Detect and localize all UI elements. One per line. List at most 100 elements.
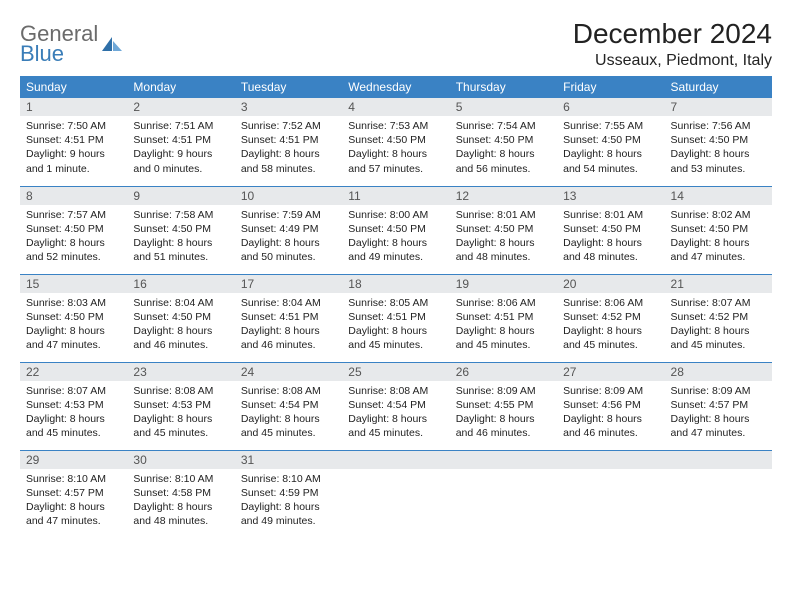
day-number: 26 [450, 363, 557, 381]
day-info: Sunrise: 7:56 AMSunset: 4:50 PMDaylight:… [665, 116, 772, 179]
sunrise-text: Sunrise: 7:55 AM [563, 119, 658, 133]
sunset-text: Sunset: 4:51 PM [241, 310, 336, 324]
sunset-text: Sunset: 4:50 PM [133, 310, 228, 324]
sunrise-text: Sunrise: 7:54 AM [456, 119, 551, 133]
calendar-day: 7Sunrise: 7:56 AMSunset: 4:50 PMDaylight… [665, 98, 772, 186]
calendar-day: 15Sunrise: 8:03 AMSunset: 4:50 PMDayligh… [20, 274, 127, 362]
calendar-day: 24 Sunrise: 8:08 AMSunset: 4:54 PMDayligh… [235, 362, 342, 450]
sunrise-text: Sunrise: 8:10 AM [241, 472, 336, 486]
day-number: 21 [665, 275, 772, 293]
sunrise-text: Sunrise: 7:57 AM [26, 208, 121, 222]
sunset-text: Sunset: 4:55 PM [456, 398, 551, 412]
calendar-day: 6Sunrise: 7:55 AMSunset: 4:50 PMDaylight… [557, 98, 664, 186]
sunrise-text: Sunrise: 8:06 AM [456, 296, 551, 310]
day-number: 24 [235, 363, 342, 381]
daylight-text: Daylight: 8 hours and 45 minutes. [133, 412, 228, 440]
sunset-text: Sunset: 4:52 PM [563, 310, 658, 324]
sunset-text: Sunset: 4:51 PM [26, 133, 121, 147]
daylight-text: Daylight: 8 hours and 48 minutes. [133, 500, 228, 528]
day-number: 15 [20, 275, 127, 293]
daylight-text: Daylight: 8 hours and 48 minutes. [563, 236, 658, 264]
sunrise-text: Sunrise: 8:01 AM [456, 208, 551, 222]
day-number: 20 [557, 275, 664, 293]
day-number: 23 [127, 363, 234, 381]
sunrise-text: Sunrise: 8:09 AM [456, 384, 551, 398]
daylight-text: Daylight: 8 hours and 47 minutes. [671, 412, 766, 440]
calendar-week: 1Sunrise: 7:50 AMSunset: 4:51 PMDaylight… [20, 98, 772, 186]
sunrise-text: Sunrise: 8:08 AM [241, 384, 336, 398]
calendar-day: 22Sunrise: 8:07 AMSunset: 4:53 PMDayligh… [20, 362, 127, 450]
calendar-day: 11Sunrise: 8:00 AMSunset: 4:50 PMDayligh… [342, 186, 449, 274]
sunset-text: Sunset: 4:51 PM [348, 310, 443, 324]
day-info: Sunrise: 8:01 AMSunset: 4:50 PMDaylight:… [450, 205, 557, 268]
sunrise-text: Sunrise: 8:04 AM [133, 296, 228, 310]
calendar-day: 20Sunrise: 8:06 AMSunset: 4:52 PMDayligh… [557, 274, 664, 362]
day-number: 30 [127, 451, 234, 469]
daylight-text: Daylight: 8 hours and 47 minutes. [26, 324, 121, 352]
weekday-header: Friday [557, 76, 664, 98]
sunset-text: Sunset: 4:58 PM [133, 486, 228, 500]
sunset-text: Sunset: 4:50 PM [671, 133, 766, 147]
day-number: 3 [235, 98, 342, 116]
location: Usseaux, Piedmont, Italy [573, 52, 772, 70]
day-info: Sunrise: 8:10 AMSunset: 4:57 PMDaylight:… [20, 469, 127, 532]
calendar-week: 29Sunrise: 8:10 AMSunset: 4:57 PMDayligh… [20, 450, 772, 538]
sunset-text: Sunset: 4:50 PM [563, 133, 658, 147]
sunset-text: Sunset: 4:53 PM [133, 398, 228, 412]
daylight-text: Daylight: 8 hours and 45 minutes. [241, 412, 336, 440]
sunrise-text: Sunrise: 8:05 AM [348, 296, 443, 310]
calendar-week: 8Sunrise: 7:57 AMSunset: 4:50 PMDaylight… [20, 186, 772, 274]
daylight-text: Daylight: 8 hours and 54 minutes. [563, 147, 658, 175]
sunset-text: Sunset: 4:54 PM [241, 398, 336, 412]
daylight-text: Daylight: 8 hours and 58 minutes. [241, 147, 336, 175]
daylight-text: Daylight: 8 hours and 49 minutes. [348, 236, 443, 264]
sunset-text: Sunset: 4:51 PM [133, 133, 228, 147]
day-info: Sunrise: 8:09 AMSunset: 4:56 PMDaylight:… [557, 381, 664, 444]
calendar-day: 1Sunrise: 7:50 AMSunset: 4:51 PMDaylight… [20, 98, 127, 186]
daylight-text: Daylight: 8 hours and 47 minutes. [26, 500, 121, 528]
sunrise-text: Sunrise: 8:10 AM [133, 472, 228, 486]
calendar-week: 22Sunrise: 8:07 AMSunset: 4:53 PMDayligh… [20, 362, 772, 450]
daylight-text: Daylight: 9 hours and 1 minute. [26, 147, 121, 175]
daylight-text: Daylight: 8 hours and 49 minutes. [241, 500, 336, 528]
sunrise-text: Sunrise: 7:58 AM [133, 208, 228, 222]
calendar-day: 29Sunrise: 8:10 AMSunset: 4:57 PMDayligh… [20, 450, 127, 538]
calendar-day [665, 450, 772, 538]
sunset-text: Sunset: 4:56 PM [563, 398, 658, 412]
calendar-day: 27Sunrise: 8:09 AMSunset: 4:56 PMDayligh… [557, 362, 664, 450]
sunrise-text: Sunrise: 8:07 AM [671, 296, 766, 310]
calendar-day: 3Sunrise: 7:52 AMSunset: 4:51 PMDaylight… [235, 98, 342, 186]
weekday-header: Wednesday [342, 76, 449, 98]
calendar-day: 5Sunrise: 7:54 AMSunset: 4:50 PMDaylight… [450, 98, 557, 186]
calendar-day: 13Sunrise: 8:01 AMSunset: 4:50 PMDayligh… [557, 186, 664, 274]
day-info: Sunrise: 8:03 AMSunset: 4:50 PMDaylight:… [20, 293, 127, 356]
calendar-day: 19Sunrise: 8:06 AMSunset: 4:51 PMDayligh… [450, 274, 557, 362]
sunset-text: Sunset: 4:50 PM [26, 310, 121, 324]
weekday-header: Monday [127, 76, 234, 98]
calendar-day: 2Sunrise: 7:51 AMSunset: 4:51 PMDaylight… [127, 98, 234, 186]
calendar-day [557, 450, 664, 538]
sunrise-text: Sunrise: 7:51 AM [133, 119, 228, 133]
daylight-text: Daylight: 8 hours and 51 minutes. [133, 236, 228, 264]
day-info: Sunrise: 7:59 AMSunset: 4:49 PMDaylight:… [235, 205, 342, 268]
calendar-day [450, 450, 557, 538]
day-number: 31 [235, 451, 342, 469]
sunrise-text: Sunrise: 7:53 AM [348, 119, 443, 133]
sunset-text: Sunset: 4:51 PM [456, 310, 551, 324]
sunset-text: Sunset: 4:50 PM [26, 222, 121, 236]
daylight-text: Daylight: 8 hours and 50 minutes. [241, 236, 336, 264]
daylight-text: Daylight: 8 hours and 48 minutes. [456, 236, 551, 264]
day-info: Sunrise: 8:00 AMSunset: 4:50 PMDaylight:… [342, 205, 449, 268]
sunset-text: Sunset: 4:54 PM [348, 398, 443, 412]
daylight-text: Daylight: 8 hours and 47 minutes. [671, 236, 766, 264]
day-number: 14 [665, 187, 772, 205]
calendar-day: 25Sunrise: 8:08 AMSunset: 4:54 PMDayligh… [342, 362, 449, 450]
day-number: 2 [127, 98, 234, 116]
sunset-text: Sunset: 4:51 PM [241, 133, 336, 147]
day-number: 27 [557, 363, 664, 381]
daylight-text: Daylight: 8 hours and 57 minutes. [348, 147, 443, 175]
day-number: 19 [450, 275, 557, 293]
sunrise-text: Sunrise: 8:03 AM [26, 296, 121, 310]
day-number: 12 [450, 187, 557, 205]
calendar-day: 10Sunrise: 7:59 AMSunset: 4:49 PMDayligh… [235, 186, 342, 274]
